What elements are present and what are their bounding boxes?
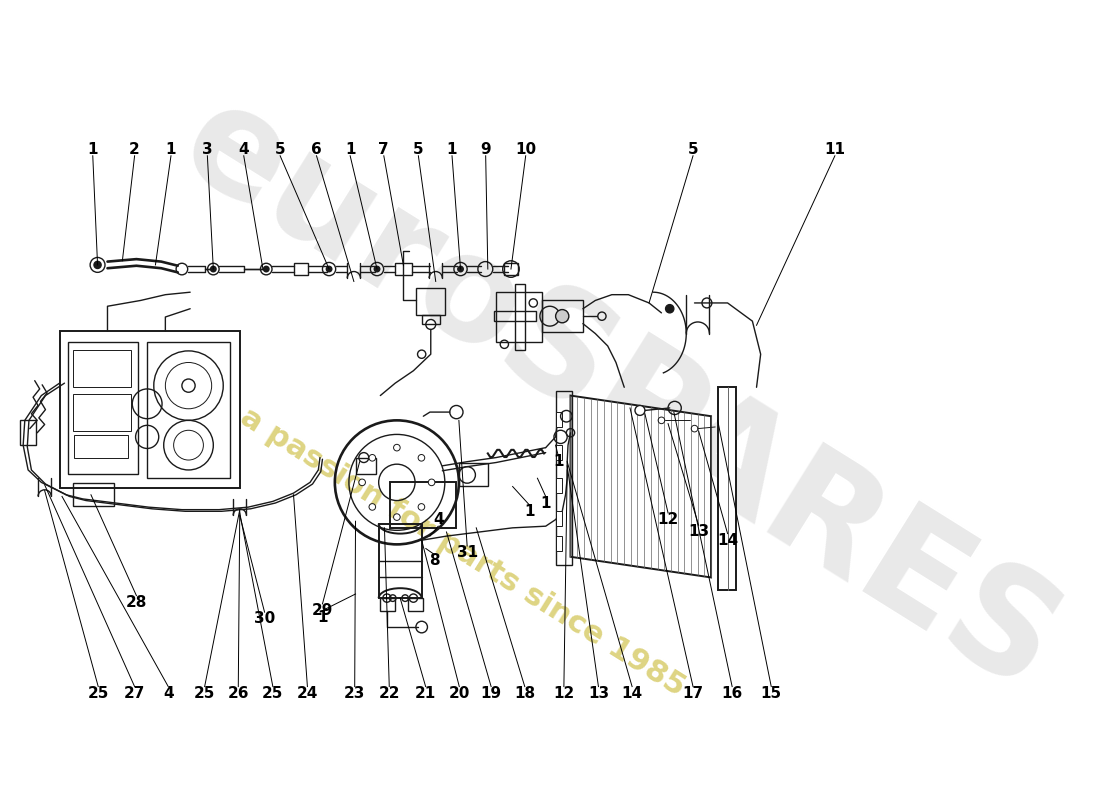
- Circle shape: [394, 514, 400, 520]
- Circle shape: [394, 444, 400, 451]
- Bar: [147, 342, 230, 478]
- Text: 6: 6: [311, 142, 322, 157]
- Bar: [68, 342, 139, 474]
- Text: 25: 25: [262, 686, 284, 701]
- Text: 26: 26: [228, 686, 249, 701]
- Text: 9: 9: [481, 142, 491, 157]
- Bar: [378, 524, 421, 598]
- Text: 13: 13: [587, 686, 609, 701]
- Circle shape: [368, 454, 375, 461]
- Text: 15: 15: [761, 686, 782, 701]
- Circle shape: [182, 379, 195, 392]
- Bar: [395, 263, 411, 275]
- Text: 1: 1: [540, 495, 551, 510]
- Text: 19: 19: [481, 686, 502, 701]
- Polygon shape: [571, 395, 711, 578]
- Text: 27: 27: [124, 686, 145, 701]
- Bar: [416, 288, 444, 314]
- Text: a passion for parts since 1985: a passion for parts since 1985: [235, 403, 691, 702]
- Bar: [390, 482, 456, 528]
- Text: 1: 1: [524, 504, 535, 519]
- Bar: [556, 412, 562, 427]
- Circle shape: [418, 504, 425, 510]
- Text: 4: 4: [239, 142, 249, 157]
- Bar: [459, 463, 487, 486]
- Circle shape: [95, 262, 101, 268]
- Text: euroSPARES: euroSPARES: [157, 70, 1082, 721]
- Bar: [355, 458, 376, 474]
- Circle shape: [428, 479, 435, 486]
- Text: 24: 24: [297, 686, 318, 701]
- Bar: [75, 435, 129, 458]
- Text: 1: 1: [166, 142, 176, 157]
- Bar: [556, 478, 562, 493]
- Text: 23: 23: [344, 686, 365, 701]
- Bar: [73, 394, 131, 431]
- Bar: [408, 598, 424, 610]
- Text: 3: 3: [202, 142, 212, 157]
- Text: 31: 31: [456, 545, 477, 560]
- Text: 1: 1: [88, 142, 98, 157]
- Text: 5: 5: [414, 142, 424, 157]
- Bar: [59, 331, 240, 488]
- Text: 1: 1: [553, 454, 563, 469]
- Circle shape: [374, 266, 379, 271]
- Bar: [421, 314, 440, 325]
- Text: 21: 21: [415, 686, 437, 701]
- Text: 5: 5: [275, 142, 285, 157]
- Text: 1: 1: [447, 142, 458, 157]
- Text: 18: 18: [514, 686, 536, 701]
- Text: 2: 2: [129, 142, 140, 157]
- Text: 12: 12: [658, 512, 679, 527]
- Bar: [541, 301, 583, 332]
- Circle shape: [368, 504, 375, 510]
- Circle shape: [635, 406, 645, 415]
- Text: 10: 10: [515, 142, 536, 157]
- Text: 16: 16: [722, 686, 742, 701]
- Text: 13: 13: [689, 525, 710, 539]
- Circle shape: [327, 266, 331, 271]
- Bar: [556, 445, 562, 460]
- Bar: [73, 350, 131, 387]
- Text: 25: 25: [88, 686, 109, 701]
- Bar: [505, 263, 518, 275]
- Bar: [20, 420, 36, 445]
- Circle shape: [418, 454, 425, 461]
- Circle shape: [359, 479, 365, 486]
- Bar: [494, 311, 536, 321]
- Text: 14: 14: [717, 533, 738, 548]
- Text: 30: 30: [254, 611, 275, 626]
- Bar: [556, 536, 562, 551]
- Bar: [496, 292, 541, 342]
- Text: 8: 8: [429, 554, 439, 569]
- Text: 4: 4: [433, 512, 443, 527]
- Text: 4: 4: [163, 686, 174, 701]
- Text: 11: 11: [824, 142, 846, 157]
- Text: 14: 14: [621, 686, 642, 701]
- Text: 29: 29: [311, 603, 333, 618]
- Circle shape: [666, 305, 674, 313]
- Bar: [556, 391, 572, 565]
- Circle shape: [211, 266, 216, 271]
- Bar: [556, 511, 562, 526]
- Bar: [381, 598, 395, 610]
- Text: 25: 25: [194, 686, 216, 701]
- Text: 1: 1: [345, 142, 355, 157]
- Bar: [73, 483, 114, 506]
- Polygon shape: [717, 387, 736, 590]
- Text: 17: 17: [682, 686, 704, 701]
- Text: 7: 7: [378, 142, 389, 157]
- Text: 20: 20: [449, 686, 470, 701]
- Text: 22: 22: [378, 686, 400, 701]
- Text: 1: 1: [317, 610, 328, 625]
- Circle shape: [458, 266, 463, 271]
- Text: 12: 12: [553, 686, 574, 701]
- Text: 5: 5: [688, 142, 698, 157]
- Bar: [515, 284, 525, 350]
- Bar: [294, 263, 308, 275]
- Text: 28: 28: [125, 594, 147, 610]
- Circle shape: [556, 310, 569, 322]
- Circle shape: [264, 266, 268, 271]
